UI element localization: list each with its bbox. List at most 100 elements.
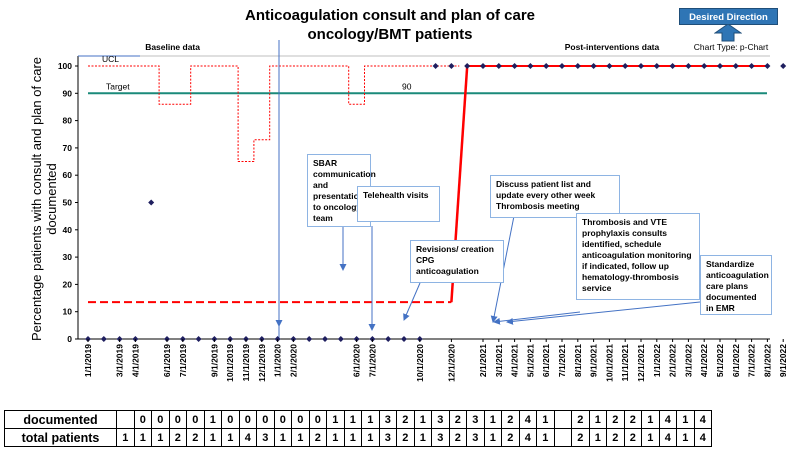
data-point [574,63,581,69]
x-tick-label: 4/1/2021 [510,344,520,377]
table-cell: 2 [571,428,590,447]
x-tick-label: 7/1/2021 [557,344,567,377]
y-axis-label: Percentage patients with consult and pla… [29,57,59,342]
y-tick-label: 10 [63,307,73,317]
table-cell: 4 [518,410,537,429]
x-tick-label: 1/1/2022 [652,344,662,377]
table-cell: 0 [256,410,275,429]
table-cell: 1 [116,428,135,447]
table-cell: 1 [343,410,362,429]
x-tick-label: 6/1/2020 [352,344,362,377]
y-tick-label: 80 [63,116,73,126]
annotation-arrow [493,311,581,325]
table-cell: 1 [203,428,222,447]
table-cell: 4 [518,428,537,447]
x-tick-label: 3/1/2019 [115,344,125,377]
x-tick-label: 7/1/2022 [747,344,757,377]
data-point [559,63,565,69]
phase-label-baseline: Baseline data [145,42,200,52]
annotation-thrombosis-meeting: Discuss patient list and update every ot… [490,175,620,218]
table-cell: 1 [588,410,607,429]
x-tick-label: 2/1/2022 [668,344,678,377]
table-cell: 1 [361,428,380,447]
x-tick-label: 10/1/2019 [225,344,235,382]
table-cell: 3 [466,410,485,429]
x-tick-label: 12/1/2021 [636,344,646,382]
data-point [622,63,629,69]
table-cell: 1 [641,410,660,429]
table-cell: 0 [238,410,257,429]
table-cell: 1 [291,428,310,447]
x-tick-label: 7/1/2020 [367,344,377,377]
arrow-up-icon [714,24,742,42]
table-cell: 2 [396,410,415,429]
x-tick-label: 3/1/2021 [494,344,504,377]
table-cell: 4 [238,428,257,447]
chart-title: Anticoagulation consult and plan of care… [140,6,640,44]
table-cell [553,410,572,429]
x-tick-label: 4/1/2022 [699,344,709,377]
table-cell: 3 [431,428,450,447]
table-cell: 1 [361,410,380,429]
y-tick-label: 30 [63,252,73,262]
chart-title-line2: oncology/BMT patients [307,26,473,43]
table-cell: 1 [343,428,362,447]
x-tick-label: 1/1/2019 [83,344,93,377]
data-point [495,63,502,69]
x-tick-label: 7/1/2019 [178,344,188,377]
data-point [401,336,407,342]
data-point [748,63,755,69]
table-cell: 3 [378,428,397,447]
table-cell: 1 [413,410,432,429]
table-cell: 1 [588,428,607,447]
table-cell: 0 [168,410,187,429]
data-point [511,63,518,69]
data-point [764,63,771,69]
table-cell: 2 [606,410,625,429]
x-tick-label: 2/1/2021 [478,344,488,377]
table-cell: 2 [448,410,467,429]
y-tick-label: 50 [63,198,73,208]
table-row: total patients 1 1 1 2 2 1 1 4 3 1 1 2 1 1 1 3 2 1 3 2 3 1 2 4 1 2… [4,428,712,447]
ucl-line [88,65,460,163]
table-cell: 0 [291,410,310,429]
table-cell: 1 [326,410,345,429]
y-tick-label: 20 [63,279,73,289]
y-tick-label: 90 [63,88,73,98]
ucl-label: UCL [102,54,119,64]
chart-title-line1: Anticoagulation consult and plan of care [244,7,536,24]
x-tick-label: 6/1/2022 [731,344,741,377]
x-tick-label: 1/1/2020 [273,344,283,377]
table-cell: 0 [133,410,152,429]
y-tick-label: 60 [63,170,73,180]
target-value-label: 90 [402,81,412,91]
annotation-cpg: Revisions/ creation CPG anticoagulation [410,240,504,283]
y-tick-label: 70 [63,143,73,153]
data-point [195,336,202,342]
table-cell: 4 [658,410,677,429]
table-cell: 0 [186,410,205,429]
table-cell: 1 [676,428,695,447]
table-cell: 3 [256,428,275,447]
table-cell: 2 [606,428,625,447]
data-point [732,63,739,69]
annotation-telehealth: Telehealth visits [357,186,440,222]
data-point [448,63,455,69]
table-cell: 0 [221,410,240,429]
annotation-arrow [506,301,701,325]
table-cell: 1 [536,410,555,429]
table-cell: 1 [273,428,292,447]
x-tick-label: 12/1/2019 [257,344,267,382]
x-tick-label: 6/1/2019 [162,344,172,377]
x-tick-label: 10/1/2020 [415,344,425,382]
data-point [337,336,344,342]
table-cell: 1 [641,428,660,447]
x-tick-label: 12/1/2020 [446,344,456,382]
data-point [306,336,313,342]
data-point [464,63,471,69]
table-cell: 1 [151,428,170,447]
phase-label-post: Post-interventions data [565,42,660,52]
data-point [701,63,708,69]
y-tick-label: 100 [58,61,72,71]
data-point [638,63,644,69]
